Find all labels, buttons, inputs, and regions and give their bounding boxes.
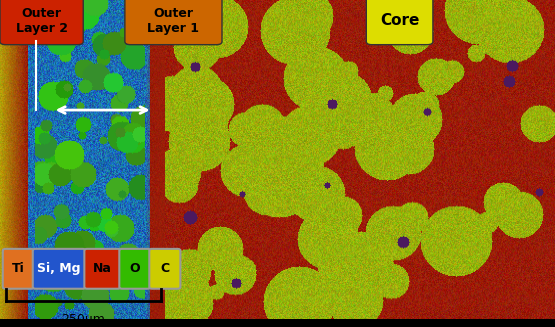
FancyBboxPatch shape (0, 0, 83, 45)
FancyBboxPatch shape (3, 249, 34, 289)
FancyBboxPatch shape (33, 249, 85, 289)
Text: Na: Na (93, 262, 112, 275)
Text: C: C (160, 262, 169, 275)
Text: Si, Mg: Si, Mg (37, 262, 81, 275)
Text: O: O (129, 262, 140, 275)
Text: Outer
Layer 2: Outer Layer 2 (16, 7, 68, 35)
FancyBboxPatch shape (125, 0, 222, 45)
Text: 250μm: 250μm (61, 313, 105, 326)
Text: Ti: Ti (12, 262, 24, 275)
FancyBboxPatch shape (119, 249, 150, 289)
Text: Core: Core (380, 13, 419, 28)
FancyBboxPatch shape (366, 0, 433, 45)
FancyBboxPatch shape (84, 249, 120, 289)
FancyBboxPatch shape (149, 249, 180, 289)
Text: Outer
Layer 1: Outer Layer 1 (148, 7, 199, 35)
